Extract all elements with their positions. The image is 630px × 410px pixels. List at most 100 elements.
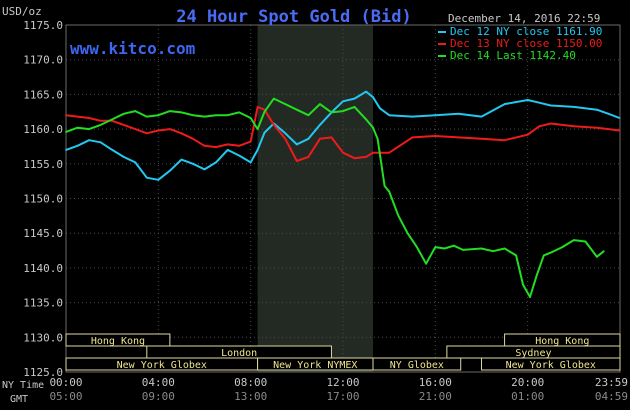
series-3-point (353, 106, 356, 108)
series-1-point (249, 161, 252, 164)
series-2-point (203, 144, 206, 147)
series-3-point (584, 240, 587, 243)
units-label: USD/oz (2, 5, 42, 18)
series-2-point (330, 136, 333, 139)
series-3-point (295, 108, 298, 111)
chart-title: 24 Hour Spot Gold (Bid) (176, 7, 411, 27)
y-tick-label: 1140.0 (23, 262, 63, 275)
series-1-point (145, 176, 148, 179)
series-2-point (145, 132, 148, 135)
series-3-point (192, 114, 194, 117)
y-tick-label: 1130.0 (23, 331, 63, 344)
series-3-point (522, 283, 524, 286)
series-2-point (180, 132, 183, 135)
session-band (372, 357, 462, 371)
series-2-point (295, 160, 298, 162)
series-2-point (480, 137, 483, 140)
gmt-row-label: GMT (10, 394, 28, 405)
series-line-3 (65, 97, 605, 298)
series-3-point (542, 254, 545, 257)
series-1-point (411, 115, 414, 118)
series-3-point (425, 262, 427, 265)
series-1-point (295, 143, 298, 146)
series-3-point (503, 247, 506, 250)
y-tick-label: 1160.0 (23, 123, 63, 136)
series-3-point (134, 110, 137, 112)
series-3-point (452, 244, 455, 247)
series-3-point (549, 251, 552, 254)
x-tick-label-gmt: 04:59 (595, 390, 628, 403)
series-3-point (203, 115, 206, 118)
y-tick-label: 1165.0 (23, 88, 63, 101)
series-3-point (388, 190, 391, 193)
series-1-point (526, 99, 529, 101)
x-tick-label-gmt: 21:00 (419, 390, 452, 403)
series-1-point (457, 112, 460, 115)
series-2-point (76, 115, 79, 118)
series-2-point (284, 137, 287, 140)
series-2-point (572, 125, 575, 128)
legend-entry: Dec 14 Last 1142.40 (450, 49, 576, 62)
series-3-point (443, 247, 446, 250)
series-1-point (263, 131, 266, 134)
series-1-point (157, 178, 160, 181)
series-2-point (596, 126, 598, 129)
ny-time-row-label: NY Time (2, 380, 44, 391)
series-1-point (284, 132, 287, 135)
series-1-point (618, 117, 621, 119)
session-label: New York Globex (117, 360, 207, 371)
x-tick-label-ny: 08:00 (234, 376, 267, 389)
series-2-point (249, 140, 252, 143)
series-3-point (529, 296, 531, 298)
x-tick-label-gmt: 17:00 (326, 390, 359, 403)
series-3-point (99, 124, 102, 126)
x-tick-label-ny: 20:00 (511, 376, 544, 389)
series-3-point (342, 110, 344, 112)
series-3-point (434, 246, 437, 249)
series-1-point (342, 100, 344, 103)
series-2-point (122, 124, 125, 126)
series-2-point (238, 144, 241, 147)
series-3-point (111, 118, 114, 121)
series-1-point (319, 124, 321, 126)
session-bands: Hong Kong London New York Globex New York N… (65, 333, 621, 371)
series-2-point (169, 128, 171, 131)
series-1-point (76, 144, 79, 147)
nymex-session-shade (257, 25, 374, 372)
series-1-point (538, 101, 541, 104)
session-label: London (221, 348, 257, 359)
series-1-point (365, 90, 367, 93)
series-2-point (226, 143, 229, 146)
series-2-point (256, 106, 259, 108)
x-tick-label-ny: 23:59 (595, 376, 628, 389)
site-label: www.kitco.com (70, 39, 196, 58)
x-tick-label-gmt: 05:00 (49, 390, 82, 403)
series-1-point (434, 114, 437, 117)
series-2-point (157, 129, 160, 132)
series-2-point (434, 135, 437, 137)
series-3-point (383, 185, 386, 187)
series-3-point (169, 110, 171, 112)
session-label: New York Globex (506, 360, 596, 371)
series-3-point (572, 239, 575, 242)
x-tick-label-gmt: 01:00 (511, 390, 544, 403)
x-tick-label-ny: 16:00 (419, 376, 452, 389)
series-3-point (462, 249, 464, 251)
x-tick-label-ny: 04:00 (142, 376, 175, 389)
series-1-point (65, 149, 67, 151)
series-3-point (492, 250, 494, 253)
y-axis: 1130.0 1135.0 1140.0 1145.0 1150.0 1155.0 1160… (23, 19, 63, 379)
series-1-point (180, 158, 183, 161)
series-3-point (157, 114, 160, 117)
series-2-point (538, 125, 541, 128)
series-2-point (99, 119, 102, 122)
series-2-point (353, 157, 356, 160)
series-1-point (192, 162, 194, 165)
x-tick-label-ny: 12:00 (326, 376, 359, 389)
series-1-point (88, 139, 90, 142)
series-2-point (618, 129, 621, 132)
series-3-point (145, 115, 148, 118)
